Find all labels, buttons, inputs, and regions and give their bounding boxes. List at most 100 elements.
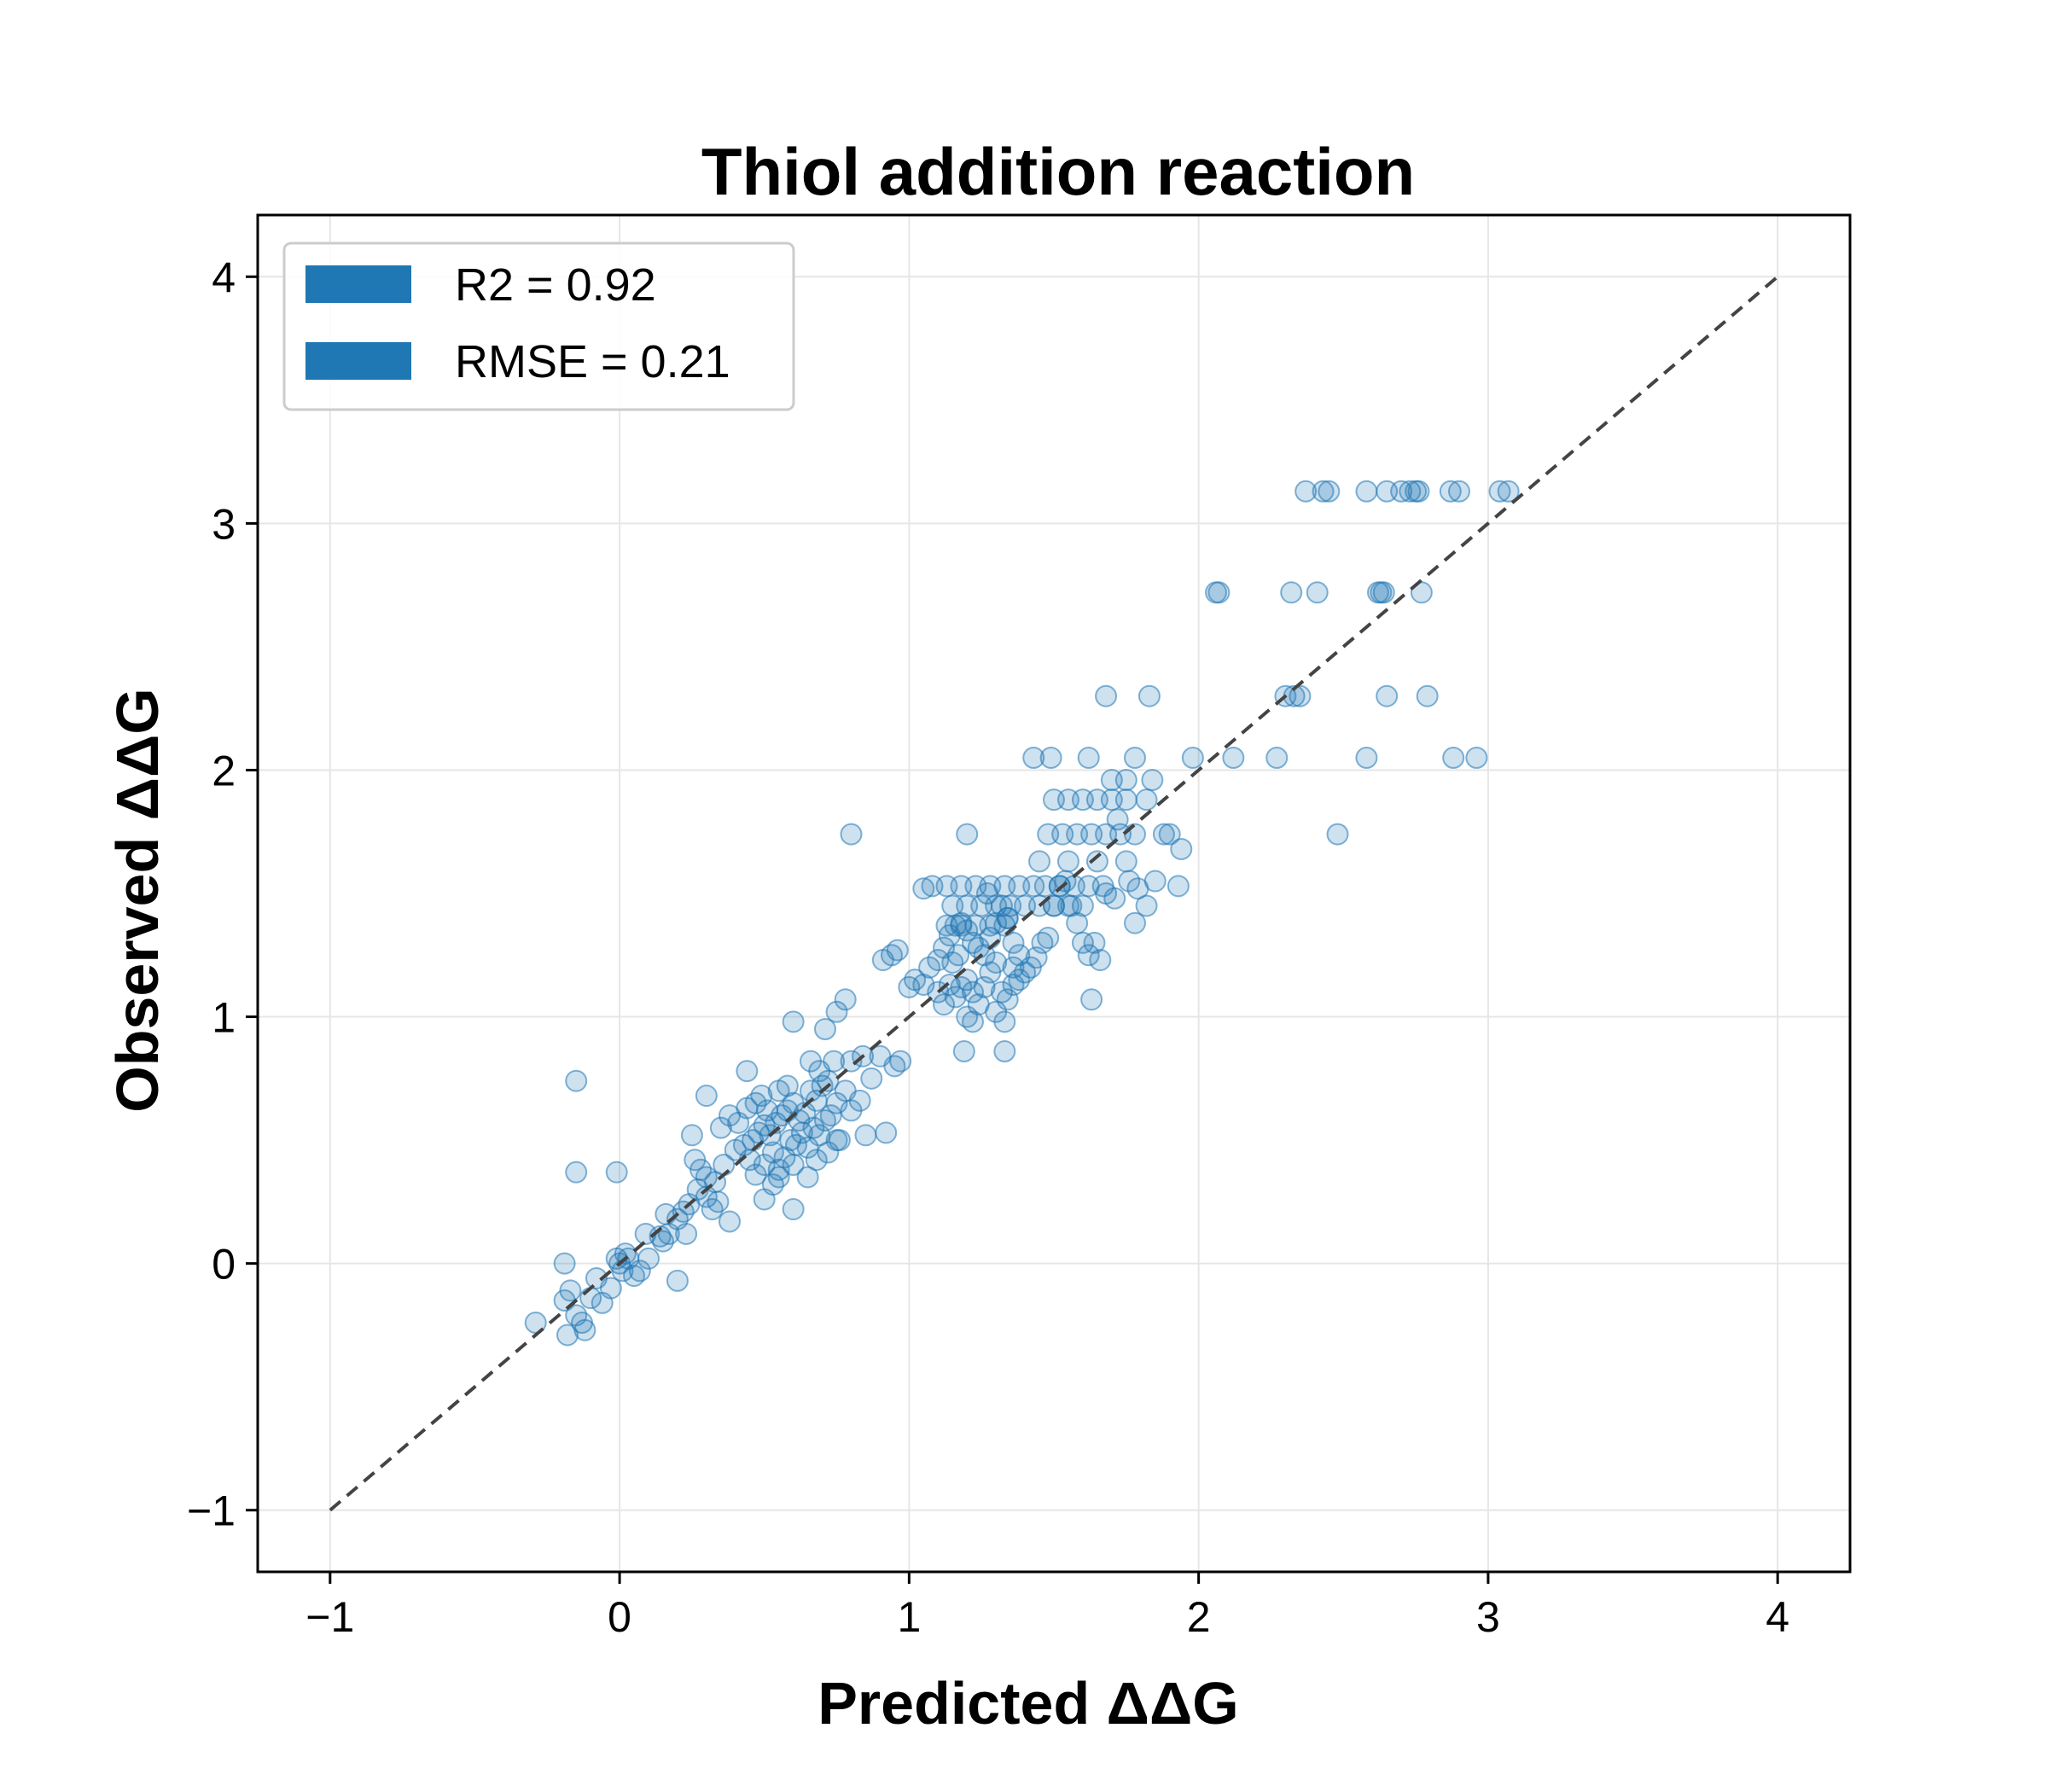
y-axis-label: Observed ΔΔG	[104, 688, 171, 1112]
data-point	[628, 1260, 651, 1283]
data-point	[1022, 875, 1045, 898]
data-point	[1118, 870, 1141, 893]
data-point	[675, 1222, 698, 1245]
data-point	[1137, 684, 1161, 707]
data-point	[947, 944, 970, 967]
data-point	[1447, 480, 1470, 503]
data-point	[1085, 850, 1108, 873]
data-point	[1114, 788, 1137, 812]
data-point	[1181, 747, 1204, 769]
data-point	[813, 1018, 836, 1040]
data-point	[605, 1161, 628, 1184]
data-point	[1028, 850, 1051, 873]
data-point	[753, 1154, 776, 1176]
data-point	[952, 1040, 975, 1063]
chart-title: Thiol addition reaction	[701, 134, 1415, 209]
legend-swatch-rmse	[305, 342, 411, 380]
data-point	[1204, 581, 1227, 604]
data-point	[1416, 684, 1439, 707]
data-point	[848, 1089, 871, 1112]
data-point	[1022, 747, 1045, 769]
data-point	[1312, 480, 1335, 503]
data-point	[1143, 870, 1167, 893]
data-point	[782, 1010, 805, 1033]
data-point	[962, 1010, 985, 1033]
data-point	[1355, 747, 1378, 769]
data-point	[1089, 949, 1112, 972]
data-point	[1439, 480, 1462, 503]
data-point	[1106, 808, 1129, 831]
x-axis-label: Predicted ΔΔG	[817, 1670, 1239, 1737]
legend-swatch-r2	[305, 265, 411, 303]
x-tick-label: 2	[1187, 1593, 1211, 1641]
data-point	[651, 1230, 674, 1253]
data-point	[1326, 823, 1349, 846]
data-point	[1083, 931, 1106, 954]
data-point	[553, 1252, 576, 1275]
plot-frame	[256, 213, 1852, 1574]
data-point	[962, 980, 985, 1004]
data-point	[565, 1069, 588, 1092]
data-point	[889, 1050, 912, 1073]
data-point	[1002, 931, 1025, 954]
data-point	[1135, 894, 1158, 917]
x-tick-label: 1	[897, 1593, 921, 1641]
data-point	[761, 1141, 784, 1164]
data-point	[736, 1060, 759, 1083]
data-point	[886, 939, 909, 962]
data-point	[1103, 887, 1126, 910]
data-point	[1056, 850, 1079, 873]
data-point	[1370, 581, 1393, 604]
data-point	[689, 1158, 713, 1181]
data-point	[1158, 823, 1181, 846]
data-point	[1265, 747, 1289, 769]
x-tick-label: −1	[305, 1593, 354, 1641]
y-tick-label: 4	[212, 253, 236, 301]
data-point	[1222, 747, 1245, 769]
data-point	[828, 1129, 851, 1152]
data-point	[1066, 911, 1089, 934]
y-tick-label: −1	[187, 1487, 236, 1535]
x-tick-label: 3	[1476, 1593, 1500, 1641]
y-tick-label: 2	[212, 747, 236, 794]
data-point	[805, 1149, 828, 1172]
data-point	[993, 1010, 1016, 1033]
data-point	[1152, 823, 1175, 846]
data-point	[1280, 581, 1303, 604]
data-point	[1080, 988, 1103, 1011]
y-tick-label: 3	[212, 500, 236, 548]
data-point	[1114, 850, 1137, 873]
data-point	[695, 1085, 718, 1108]
data-point	[1141, 769, 1164, 792]
data-point	[637, 1247, 660, 1270]
data-point	[860, 1067, 883, 1090]
data-point	[973, 944, 996, 967]
data-point	[796, 1166, 819, 1189]
data-point	[819, 1104, 842, 1127]
data-point	[1318, 480, 1341, 503]
data-point	[993, 1040, 1016, 1063]
data-point	[1167, 875, 1190, 898]
legend-label-r2: R2 = 0.92	[455, 259, 656, 311]
data-point	[782, 1154, 805, 1176]
x-tick-label: 4	[1766, 1593, 1789, 1641]
y-tick-label: 0	[212, 1241, 236, 1289]
data-point	[975, 882, 998, 905]
data-point	[1114, 769, 1137, 792]
y-tick-label: 1	[212, 994, 236, 1042]
data-point	[1465, 747, 1488, 769]
data-point	[565, 1161, 588, 1184]
x-axis-ticks: −1 0 1 2 3 4	[305, 1572, 1789, 1641]
data-point	[985, 951, 1008, 974]
data-point	[1037, 927, 1060, 950]
data-points	[524, 480, 1520, 1347]
data-point	[918, 956, 941, 979]
data-point	[840, 1050, 863, 1073]
data-point	[1077, 747, 1100, 769]
data-point	[1039, 747, 1062, 769]
data-point	[599, 1277, 622, 1300]
data-point	[854, 1124, 877, 1147]
data-point	[933, 993, 956, 1016]
data-point	[996, 906, 1019, 929]
